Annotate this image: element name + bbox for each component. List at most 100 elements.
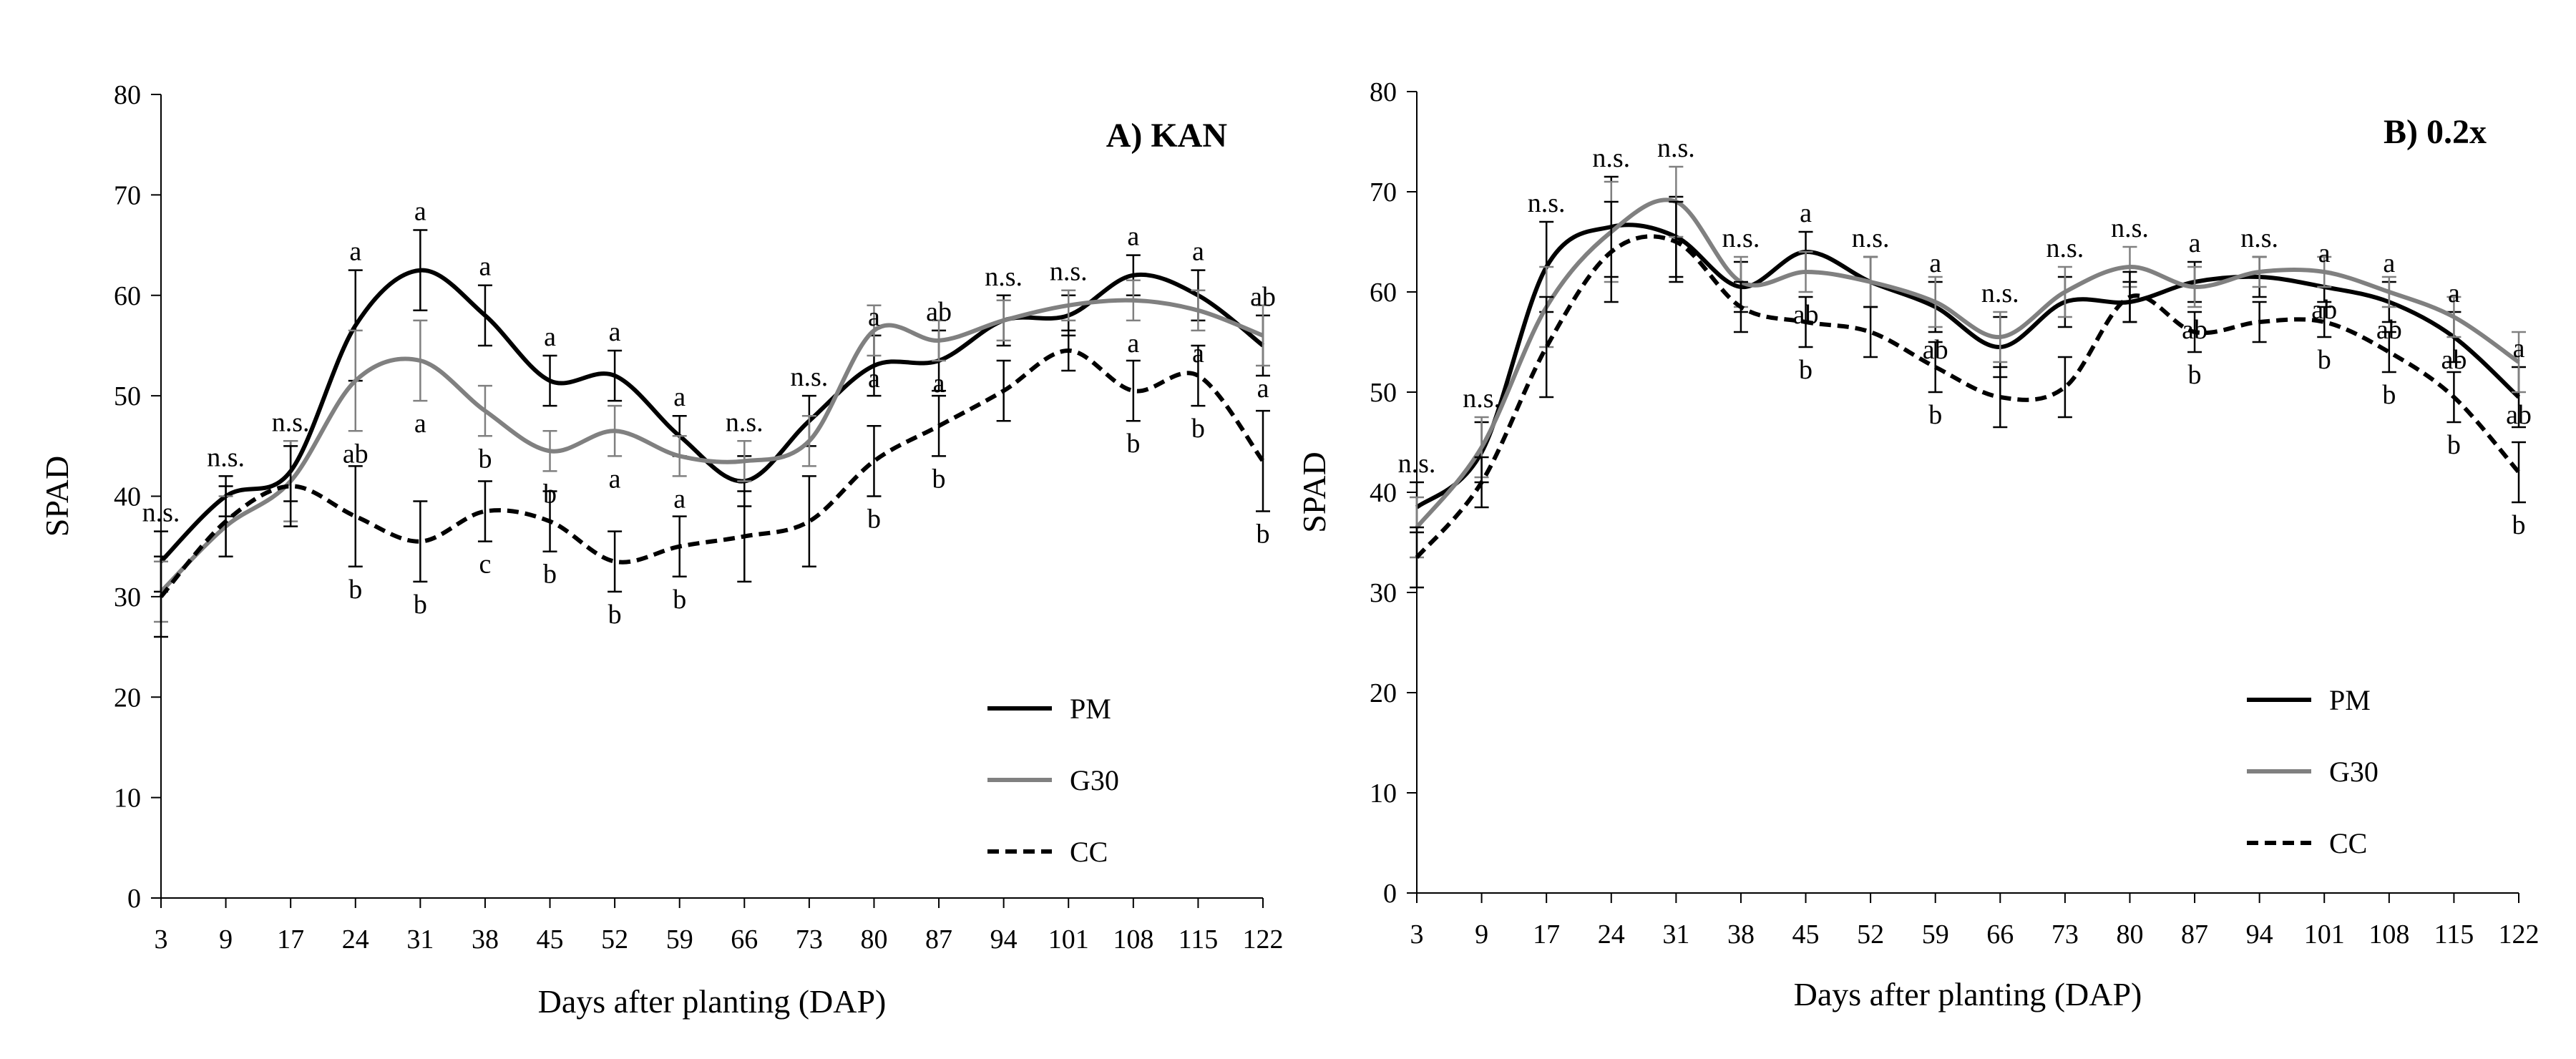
significance-label: c <box>479 550 492 580</box>
x-tick-label: 101 <box>2304 919 2345 950</box>
significance-label: b <box>1928 400 1942 430</box>
series-line-cc <box>159 348 1265 598</box>
significance-label: b <box>478 444 492 474</box>
x-tick-label: 101 <box>1048 924 1089 955</box>
legend-label: G30 <box>1070 764 1119 796</box>
significance-label: n.s. <box>2111 213 2149 243</box>
significance-label: b <box>2318 345 2331 375</box>
y-tick-label: 30 <box>114 582 141 613</box>
x-tick-label: 59 <box>666 924 693 955</box>
significance-label: b <box>932 464 946 494</box>
y-axis-label: SPAD <box>1296 452 1332 532</box>
y-tick-label: 10 <box>114 784 141 814</box>
x-tick-label: 9 <box>1475 919 1488 950</box>
significance-label: a <box>933 369 945 399</box>
significance-label: a <box>414 197 426 227</box>
significance-label: b <box>1126 429 1140 459</box>
x-tick-label: 17 <box>1533 919 1560 950</box>
significance-label: n.s. <box>726 407 763 437</box>
x-tick-label: 80 <box>860 924 887 955</box>
significance-label: a <box>868 363 880 394</box>
significance-label: b <box>1799 355 1813 385</box>
significance-label: ab <box>2311 295 2337 325</box>
significance-label: n.s. <box>2046 233 2084 263</box>
series-pm <box>154 229 1270 593</box>
y-tick-label: 70 <box>1370 177 1397 208</box>
significance-label: n.s. <box>790 362 828 392</box>
significance-label: b <box>2512 510 2526 540</box>
x-tick-label: 59 <box>1922 919 1949 950</box>
x-tick-label: 52 <box>1857 919 1884 950</box>
significance-label: ab <box>1250 282 1276 312</box>
y-tick-label: 80 <box>1370 77 1397 107</box>
x-tick-label: 3 <box>1410 919 1424 950</box>
legend-label: G30 <box>2329 756 2379 788</box>
y-tick-label: 50 <box>1370 378 1397 408</box>
chart-title: B) 0.2x <box>2384 113 2487 151</box>
significance-label: a <box>609 464 621 494</box>
significance-label: b <box>543 560 557 590</box>
significance-label: ab <box>2506 400 2532 430</box>
x-tick-label: 87 <box>925 924 952 955</box>
x-tick-label: 115 <box>2434 919 2474 950</box>
x-axis-label: Days after planting (DAP) <box>1794 976 2142 1012</box>
significance-label: a <box>349 237 361 267</box>
significance-label: n.s. <box>1398 449 1436 479</box>
chart-title: A) KAN <box>1106 117 1228 155</box>
y-tick-label: 20 <box>1370 678 1397 708</box>
significance-label: a <box>1192 237 1204 267</box>
y-tick-label: 10 <box>1370 779 1397 809</box>
significance-label: a <box>1127 222 1139 252</box>
significance-label: a <box>2189 228 2201 258</box>
significance-label: a <box>1257 374 1269 404</box>
x-tick-label: 108 <box>1113 924 1153 955</box>
significance-label: a <box>1127 328 1139 358</box>
significance-label: b <box>2188 360 2202 390</box>
x-tick-label: 9 <box>219 924 233 955</box>
x-tick-label: 73 <box>796 924 823 955</box>
y-tick-label: 70 <box>114 180 141 210</box>
x-tick-label: 108 <box>2368 919 2409 950</box>
y-tick-label: 80 <box>114 80 141 110</box>
series-pm <box>1410 175 2526 534</box>
legend-label: CC <box>2329 827 2367 859</box>
significance-label: n.s. <box>1981 278 2019 308</box>
significance-label: a <box>2318 238 2331 268</box>
legend: PM G30 CC <box>987 693 1119 868</box>
significance-label: b <box>2447 430 2461 460</box>
legend-label: PM <box>2329 684 2371 716</box>
significance-label: a <box>673 484 686 514</box>
x-tick-label: 122 <box>1243 924 1284 955</box>
chart-panel-b: 0 10 20 30 40 50 60 70 80 3 9 17 24 31 38 45 52 59 66 73 80 8… <box>1296 77 2540 1012</box>
significance-label: ab <box>1923 335 1948 365</box>
significance-label: ab <box>1793 300 1819 330</box>
x-tick-label: 87 <box>2181 919 2208 950</box>
x-tick-label: 24 <box>342 924 369 955</box>
series-line-pm <box>159 268 1264 563</box>
significance-label: a <box>609 317 621 347</box>
significance-label: b <box>348 575 362 605</box>
significance-label: n.s. <box>272 407 310 437</box>
y-tick-label: 20 <box>114 683 141 713</box>
significance-label: n.s. <box>985 262 1023 292</box>
legend-label: CC <box>1070 836 1108 868</box>
y-tick-label: 0 <box>127 884 141 914</box>
significance-label: a <box>479 252 492 282</box>
y-tick-label: 0 <box>1383 879 1397 909</box>
x-axis-label: Days after planting (DAP) <box>538 983 887 1020</box>
legend-label: PM <box>1070 693 1111 725</box>
series-cc <box>1410 200 2526 589</box>
significance-label: b <box>1257 519 1270 550</box>
y-tick-label: 50 <box>114 381 141 411</box>
x-tick-label: 45 <box>1792 919 1820 950</box>
y-tick-label: 60 <box>1370 278 1397 308</box>
significance-label: ab <box>2441 345 2467 375</box>
y-tick-label: 30 <box>1370 578 1397 608</box>
significance-label: ab <box>2182 315 2207 345</box>
x-tick-label: 17 <box>277 924 304 955</box>
x-tick-label: 38 <box>1727 919 1755 950</box>
series-line-cc <box>1415 234 2521 559</box>
x-tick-label: 38 <box>472 924 499 955</box>
significance-label: b <box>867 504 881 535</box>
